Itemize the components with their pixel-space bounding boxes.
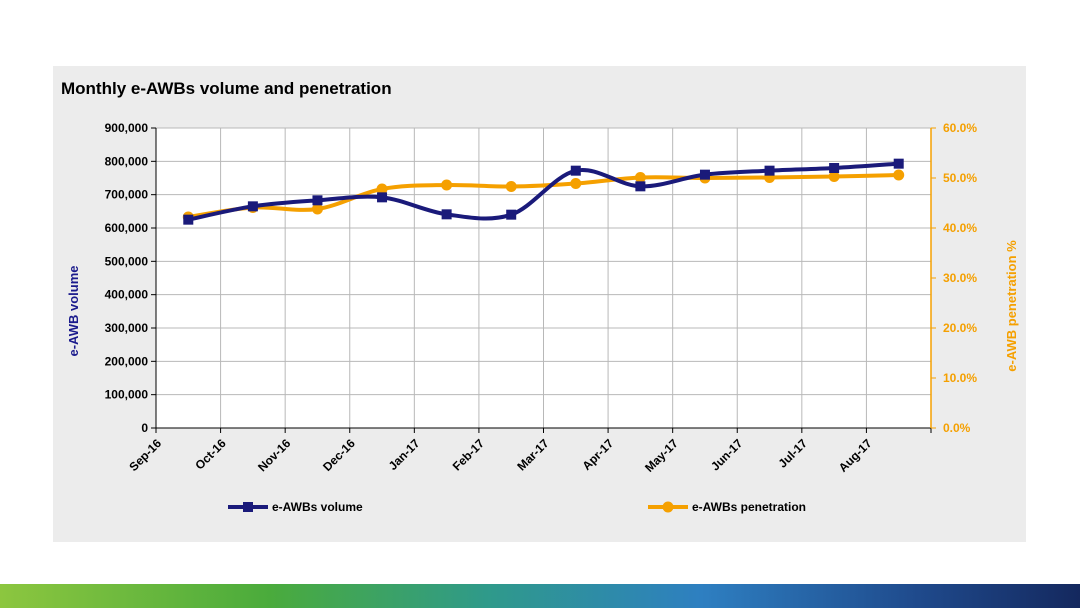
y-tick-label: 600,000 — [105, 221, 149, 235]
legend-penetration-marker — [662, 501, 674, 513]
penetration-point — [376, 183, 388, 195]
legend: e-AWBs volume e-AWBs penetration — [228, 500, 806, 514]
y-tick-label: 300,000 — [105, 321, 149, 335]
penetration-point — [505, 181, 517, 192]
x-tick-label: Dec-16 — [320, 436, 358, 474]
volume-point — [312, 195, 323, 206]
x-tick-label: Oct-16 — [192, 436, 229, 473]
y-tick-label: 800,000 — [105, 154, 149, 168]
y2-tick-label: 40.0% — [943, 221, 977, 235]
y-tick-label: 900,000 — [105, 121, 149, 135]
legend-volume-label: e-AWBs volume — [272, 500, 363, 514]
x-tick-label: Aug-17 — [836, 436, 875, 475]
penetration-series-line — [186, 173, 901, 219]
volume-point — [247, 201, 258, 212]
volume-point — [829, 163, 840, 173]
volume-point — [635, 181, 646, 192]
x-tick-label: Sep-16 — [126, 436, 164, 474]
y-tick-label: 400,000 — [105, 288, 149, 302]
bottom-gradient-bar — [0, 584, 1080, 608]
x-tick-label: Jul-17 — [776, 436, 811, 471]
x-tick-label: Jan-17 — [386, 436, 423, 473]
y2-tick-label: 10.0% — [943, 371, 977, 385]
y-tick-label: 200,000 — [105, 354, 149, 368]
x-tick-label: Feb-17 — [450, 436, 487, 473]
penetration-point — [828, 171, 840, 182]
series-layer — [182, 158, 905, 225]
chart-panel: Monthly e-AWBs volume and penetration 0 1… — [53, 66, 1026, 542]
legend-penetration-label: e-AWBs penetration — [692, 500, 806, 514]
volume-point — [893, 158, 904, 169]
y2-tick-label: 60.0% — [943, 121, 977, 135]
volume-point — [377, 192, 388, 203]
chart-svg: Monthly e-AWBs volume and penetration 0 1… — [61, 79, 1019, 514]
y-tick-label: 700,000 — [105, 188, 149, 202]
grid-layer — [155, 127, 932, 429]
volume-point — [183, 214, 194, 225]
y2-tick-label: 30.0% — [943, 271, 977, 285]
y2-tick-label: 0.0% — [943, 421, 971, 435]
volume-point — [764, 165, 775, 176]
penetration-point — [441, 179, 453, 191]
penetration-point — [311, 203, 323, 215]
x-tick-label: Apr-17 — [579, 436, 616, 473]
x-tick-label: Jun-17 — [708, 436, 745, 473]
volume-point — [699, 169, 710, 180]
penetration-point — [893, 169, 905, 181]
x-tick-label: Nov-16 — [255, 436, 293, 474]
chart-title: Monthly e-AWBs volume and penetration — [61, 79, 392, 98]
volume-point — [570, 165, 581, 176]
x-tick-label: May-17 — [642, 436, 681, 475]
volume-point — [506, 209, 517, 220]
y2-tick-label: 20.0% — [943, 321, 977, 335]
y-tick-label: 500,000 — [105, 254, 149, 268]
y-tick-label: 100,000 — [105, 388, 149, 402]
y-axis-title: e-AWB volume — [66, 265, 81, 356]
legend-volume-marker — [243, 502, 253, 512]
penetration-point — [570, 178, 582, 189]
y-tick-label: 0 — [141, 421, 148, 435]
penetration-point — [634, 172, 646, 183]
y2-axis-title: e-AWB penetration % — [1004, 240, 1019, 372]
volume-point — [441, 209, 452, 220]
y2-tick-label: 50.0% — [943, 171, 977, 185]
x-tick-label: Mar-17 — [514, 436, 551, 473]
